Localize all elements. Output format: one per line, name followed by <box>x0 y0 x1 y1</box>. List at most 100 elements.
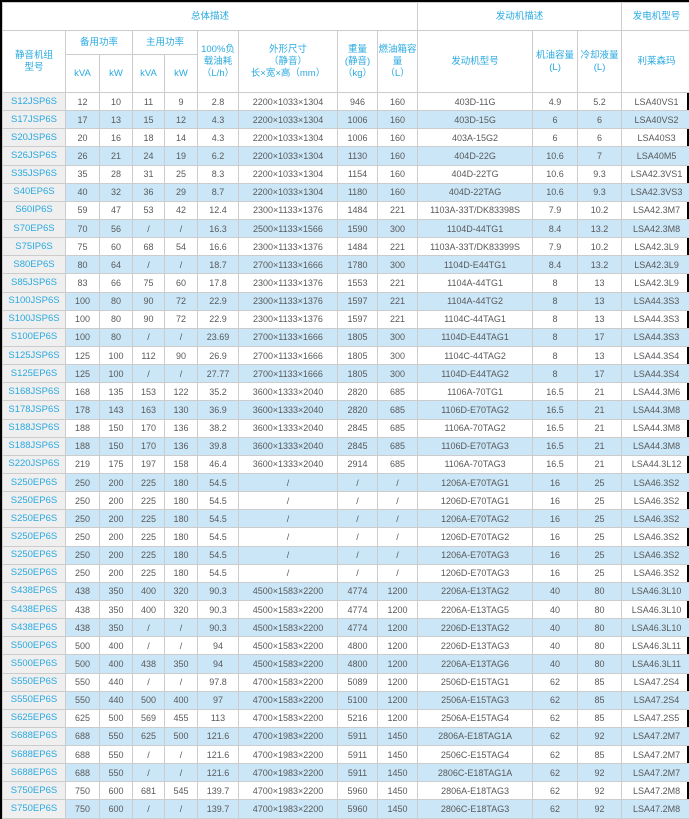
spec-cell-prime_kva: 15 <box>133 111 165 129</box>
model-link[interactable]: S250EP6S <box>3 473 66 491</box>
spec-cell-dimensions_mm: 4700×1583×2200 <box>239 709 338 727</box>
model-link[interactable]: S500EP6S <box>3 655 66 673</box>
spec-cell-dimensions_mm: 2700×1133×1666 <box>239 346 338 364</box>
spec-cell-standby_kva: 219 <box>66 455 100 473</box>
spec-cell-engine_model: 2206D-E13TAG2 <box>418 619 533 637</box>
spec-cell-standby_kva: 100 <box>66 292 100 310</box>
spec-cell-weight_kg: 2845 <box>338 419 378 437</box>
header-prime-kw: kW <box>165 55 198 93</box>
model-link[interactable]: S188JSP6S <box>3 419 66 437</box>
spec-cell-oil_l: 7.9 <box>533 238 578 256</box>
model-link[interactable]: S178JSP6S <box>3 401 66 419</box>
model-link[interactable]: S40EP6S <box>3 183 66 201</box>
model-link[interactable]: S188JSP6S <box>3 437 66 455</box>
model-link[interactable]: S26JSP6S <box>3 147 66 165</box>
model-link[interactable]: S250EP6S <box>3 528 66 546</box>
spec-cell-weight_kg: 5089 <box>338 673 378 691</box>
spec-cell-oil_l: 16.5 <box>533 401 578 419</box>
model-link[interactable]: S250EP6S <box>3 564 66 582</box>
model-link[interactable]: S75IP6S <box>3 238 66 256</box>
spec-cell-oil_l: 6 <box>533 129 578 147</box>
model-link[interactable]: S100EP6S <box>3 328 66 346</box>
model-link[interactable]: S438EP6S <box>3 582 66 600</box>
spec-cell-alternator: LSA46.3S2 <box>622 564 689 582</box>
spec-cell-tank_l: / <box>378 510 418 528</box>
spec-cell-alternator: LSA44.3S4 <box>622 346 689 364</box>
model-link[interactable]: S220JSP6S <box>3 455 66 473</box>
spec-cell-standby_kw: 100 <box>100 365 133 383</box>
spec-cell-oil_l: 8 <box>533 310 578 328</box>
spec-cell-standby_kw: 47 <box>100 201 133 219</box>
spec-cell-standby_kw: 100 <box>100 346 133 364</box>
model-link[interactable]: S168JSP6S <box>3 383 66 401</box>
model-link[interactable]: S17JSP6S <box>3 111 66 129</box>
spec-cell-engine_model: 2506A-E15TAG3 <box>418 691 533 709</box>
spec-cell-standby_kw: 350 <box>100 600 133 618</box>
spec-cell-prime_kva: / <box>133 219 165 237</box>
spec-cell-tank_l: 160 <box>378 147 418 165</box>
model-link[interactable]: S250EP6S <box>3 546 66 564</box>
model-link[interactable]: S100JSP6S <box>3 292 66 310</box>
spec-cell-oil_l: 8.4 <box>533 219 578 237</box>
model-link[interactable]: S60IP6S <box>3 201 66 219</box>
spec-cell-fuel_lph: 94 <box>198 637 239 655</box>
spec-cell-alternator: LSA42.3VS3 <box>622 183 689 201</box>
spec-cell-standby_kva: 688 <box>66 746 100 764</box>
spec-cell-prime_kw: 122 <box>165 383 198 401</box>
spec-cell-alternator: LSA46.3L11 <box>622 655 689 673</box>
spec-cell-prime_kw: / <box>165 619 198 637</box>
model-link[interactable]: S688EP6S <box>3 746 66 764</box>
model-link[interactable]: S688EP6S <box>3 764 66 782</box>
model-link[interactable]: S688EP6S <box>3 727 66 745</box>
spec-cell-standby_kw: 400 <box>100 637 133 655</box>
spec-cell-alternator: LSA44.3L12 <box>622 455 689 473</box>
model-link[interactable]: S250EP6S <box>3 510 66 528</box>
model-link[interactable]: S550EP6S <box>3 691 66 709</box>
spec-cell-engine_model: 1206D-E70TAG3 <box>418 564 533 582</box>
spec-cell-tank_l: 1200 <box>378 691 418 709</box>
model-link[interactable]: S438EP6S <box>3 600 66 618</box>
model-link[interactable]: S750EP6S <box>3 782 66 800</box>
spec-cell-engine_model: 1206A-E70TAG3 <box>418 546 533 564</box>
spec-cell-dimensions_mm: 2200×1033×1304 <box>239 165 338 183</box>
spec-cell-tank_l: 221 <box>378 238 418 256</box>
spec-cell-coolant_l: 13 <box>578 346 622 364</box>
spec-cell-standby_kva: 75 <box>66 238 100 256</box>
model-link[interactable]: S70EP6S <box>3 219 66 237</box>
model-link[interactable]: S625EP6S <box>3 709 66 727</box>
spec-cell-dimensions_mm: 4700×1583×2200 <box>239 673 338 691</box>
model-link[interactable]: S750EP6S <box>3 800 66 818</box>
spec-cell-standby_kw: 550 <box>100 746 133 764</box>
spec-cell-weight_kg: 5100 <box>338 691 378 709</box>
model-link[interactable]: S250EP6S <box>3 492 66 510</box>
spec-cell-standby_kva: 750 <box>66 782 100 800</box>
model-link[interactable]: S125JSP6S <box>3 346 66 364</box>
spec-cell-coolant_l: 25 <box>578 510 622 528</box>
spec-cell-engine_model: 1106D-E70TAG2 <box>418 401 533 419</box>
spec-cell-alternator: LSA46.3L10 <box>622 600 689 618</box>
spec-cell-standby_kw: 600 <box>100 800 133 818</box>
model-link[interactable]: S100JSP6S <box>3 310 66 328</box>
model-link[interactable]: S80EP6S <box>3 256 66 274</box>
model-link[interactable]: S438EP6S <box>3 619 66 637</box>
spec-cell-weight_kg: 1484 <box>338 201 378 219</box>
model-link[interactable]: S20JSP6S <box>3 129 66 147</box>
spec-cell-oil_l: 8 <box>533 292 578 310</box>
model-link[interactable]: S35JSP6S <box>3 165 66 183</box>
spec-cell-oil_l: 62 <box>533 782 578 800</box>
spec-cell-alternator: LSA40M5 <box>622 147 689 165</box>
model-link[interactable]: S12JSP6S <box>3 93 66 111</box>
spec-cell-prime_kva: 225 <box>133 564 165 582</box>
model-link[interactable]: S125EP6S <box>3 365 66 383</box>
model-link[interactable]: S550EP6S <box>3 673 66 691</box>
model-link[interactable]: S500EP6S <box>3 637 66 655</box>
spec-cell-alternator: LSA42.3L9 <box>622 256 689 274</box>
spec-cell-standby_kw: 350 <box>100 619 133 637</box>
model-link[interactable]: S85JSP6S <box>3 274 66 292</box>
